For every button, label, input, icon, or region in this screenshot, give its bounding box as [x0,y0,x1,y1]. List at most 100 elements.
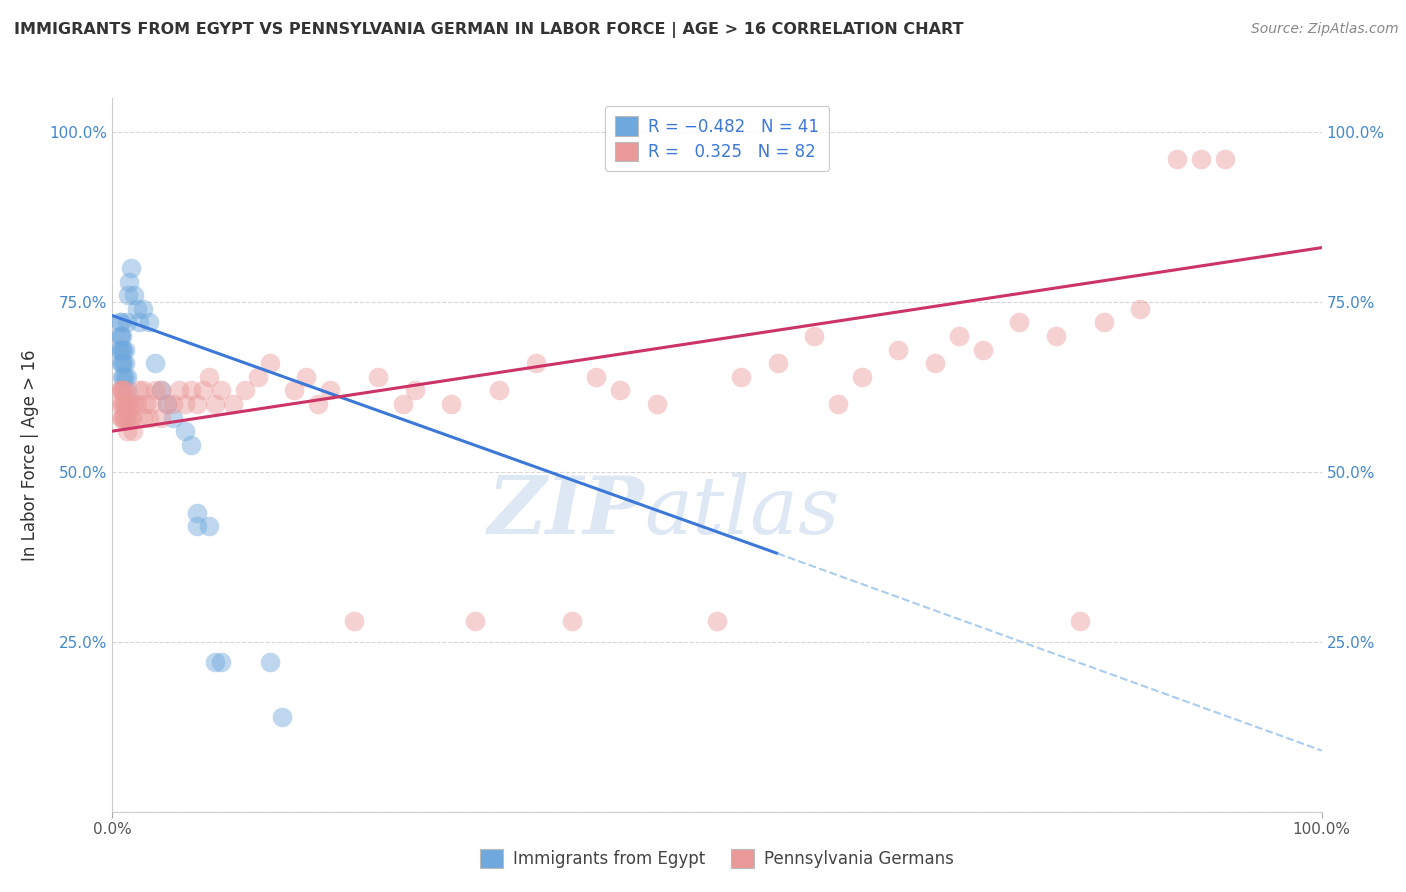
Point [143,356,166,370]
Point [110,315,132,329]
Point [167,384,190,398]
Point [149,384,172,398]
Point [307,397,329,411]
Point [112,410,135,425]
Point [112,384,135,398]
Point [117,397,139,411]
Point [110,329,132,343]
Text: Source: ZipAtlas.com: Source: ZipAtlas.com [1251,22,1399,37]
Point [117,288,139,302]
Point [235,384,257,398]
Point [107,343,129,357]
Point [174,424,197,438]
Point [488,384,510,398]
Point [191,384,214,398]
Point [111,369,134,384]
Point [128,315,150,329]
Point [803,329,825,343]
Y-axis label: In Labor Force | Age > 16: In Labor Force | Age > 16 [21,349,38,561]
Point [1045,329,1067,343]
Point [204,397,226,411]
Point [156,397,179,411]
Point [948,329,970,343]
Point [122,397,145,411]
Point [115,315,138,329]
Point [108,329,131,343]
Point [209,655,232,669]
Point [1069,615,1091,629]
Point [135,397,157,411]
Point [120,397,142,411]
Point [111,384,134,398]
Point [114,410,136,425]
Point [209,384,232,398]
Point [827,397,849,411]
Point [118,275,141,289]
Point [730,369,752,384]
Point [108,315,131,329]
Point [110,356,132,370]
Point [464,615,486,629]
Point [114,343,136,357]
Point [186,506,208,520]
Point [114,410,136,425]
Point [138,315,160,329]
Point [295,369,318,384]
Point [186,519,208,533]
Point [120,260,142,275]
Point [112,397,135,411]
Point [111,397,134,411]
Point [121,410,143,425]
Point [125,301,148,316]
Point [125,397,148,411]
Point [706,615,728,629]
Point [283,384,305,398]
Point [111,410,134,425]
Point [259,356,281,370]
Point [111,329,134,343]
Point [198,519,221,533]
Point [851,369,873,384]
Point [1008,315,1031,329]
Point [112,356,135,370]
Point [149,410,172,425]
Point [114,397,136,411]
Point [1213,153,1236,167]
Point [1189,153,1212,167]
Point [972,343,994,357]
Point [766,356,789,370]
Point [1166,153,1188,167]
Point [180,384,202,398]
Point [110,384,132,398]
Point [122,288,145,302]
Point [524,356,547,370]
Point [440,397,463,411]
Point [110,343,132,357]
Point [114,356,136,370]
Point [114,369,136,384]
Point [162,410,184,425]
Point [162,397,184,411]
Point [924,356,946,370]
Point [108,384,131,398]
Point [404,384,426,398]
Point [112,369,135,384]
Text: IMMIGRANTS FROM EGYPT VS PENNSYLVANIA GERMAN IN LABOR FORCE | AGE > 16 CORRELATI: IMMIGRANTS FROM EGYPT VS PENNSYLVANIA GE… [14,22,963,38]
Point [561,615,583,629]
Point [180,438,202,452]
Point [114,397,136,411]
Legend: Immigrants from Egypt, Pennsylvania Germans: Immigrants from Egypt, Pennsylvania Germ… [474,842,960,875]
Point [132,410,155,425]
Point [222,397,245,411]
Point [141,397,163,411]
Point [115,397,138,411]
Point [107,397,129,411]
Point [246,369,269,384]
Point [1092,315,1115,329]
Point [887,343,910,357]
Point [114,384,136,398]
Point [115,384,138,398]
Point [132,301,155,316]
Point [343,615,366,629]
Point [319,384,342,398]
